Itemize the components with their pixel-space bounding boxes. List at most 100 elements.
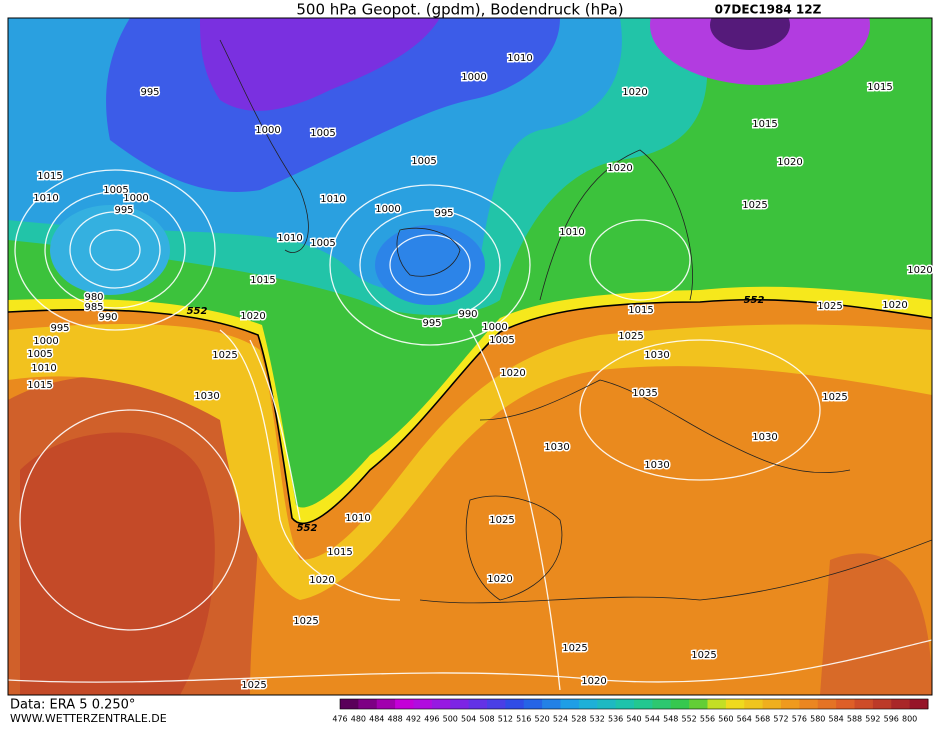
- colorbar-swatch: [854, 699, 874, 709]
- colorbar-label: 548: [663, 715, 678, 724]
- colorbar-swatch: [707, 699, 727, 709]
- colorbar-swatch: [817, 699, 837, 709]
- colorbar-label: 524: [553, 715, 568, 724]
- colorbar-swatch: [652, 699, 672, 709]
- isobar-label: 1015: [27, 380, 52, 391]
- colorbar-label: 528: [571, 715, 586, 724]
- isobar-label: 1015: [37, 171, 62, 182]
- colorbar-swatch: [523, 699, 543, 709]
- colorbar-swatch: [542, 699, 561, 709]
- coastline: [419, 539, 932, 604]
- field-yellow-orange: [8, 324, 932, 600]
- data-source: Data: ERA 5 0.250°: [10, 698, 135, 713]
- geopotential-label: 552: [187, 306, 208, 317]
- colorbar-label: 512: [498, 715, 513, 724]
- colorbar-label: 564: [737, 715, 752, 724]
- colorbar-swatch: [395, 699, 414, 709]
- coastline: [219, 39, 309, 253]
- colorbar-label: 484: [369, 715, 384, 724]
- geopotential-label: 552: [297, 523, 318, 534]
- isobar-label: 1010: [345, 513, 370, 524]
- colorbar-swatch: [340, 699, 359, 709]
- colorbar-swatch: [597, 699, 617, 709]
- isobar-label: 1020: [240, 311, 265, 322]
- isobar-label: 1015: [628, 305, 653, 316]
- isobar-label: 1005: [489, 335, 514, 346]
- isobar: [249, 339, 301, 521]
- coastline: [465, 495, 563, 601]
- field-darkred: [20, 432, 215, 695]
- isobar: [579, 339, 821, 481]
- isobar-label: 1030: [544, 442, 569, 453]
- field-red-east: [820, 553, 932, 695]
- isobar: [389, 234, 471, 296]
- isobar-label: 1020: [907, 265, 932, 276]
- colorbar-swatch: [560, 699, 580, 709]
- isobar: [69, 211, 161, 289]
- coastline: [539, 149, 693, 301]
- colorbar-swatch: [799, 699, 819, 709]
- isobar-label: 1035: [632, 388, 657, 399]
- colorbar-swatch: [781, 699, 800, 709]
- isobar-label: 985: [84, 302, 103, 313]
- colorbar-swatch: [468, 699, 488, 709]
- colorbar-swatch: [872, 699, 892, 709]
- isobar: [19, 409, 241, 631]
- colorbar-label: 544: [645, 715, 660, 724]
- isobar-label: 1010: [507, 53, 532, 64]
- isobar-label: 1030: [644, 350, 669, 361]
- isobar: [44, 191, 186, 309]
- colorbar-label: 476: [332, 715, 347, 724]
- isobar-label: 1010: [320, 194, 345, 205]
- colorbar-label: 580: [810, 715, 825, 724]
- isobar-label: 1025: [212, 350, 237, 361]
- isobar-label: 1025: [241, 680, 266, 691]
- isobar-label: 995: [422, 318, 441, 329]
- isobar-label: 1020: [500, 368, 525, 379]
- colorbar-swatch: [744, 699, 764, 709]
- isobar: [589, 219, 691, 301]
- contour-552: [8, 298, 932, 525]
- isobar-label: 980: [84, 292, 103, 303]
- isobar-label: 1005: [103, 185, 128, 196]
- isobars: [8, 169, 932, 691]
- isobar-label: 990: [98, 312, 117, 323]
- colorbar-label: 536: [608, 715, 623, 724]
- colorbar-label: 552: [681, 715, 696, 724]
- colorbar-swatch: [725, 699, 745, 709]
- isobar-label: 1000: [482, 322, 507, 333]
- isobar-label: 1020: [622, 87, 647, 98]
- colorbar-label: 500: [443, 715, 458, 724]
- isobar-label: 1030: [644, 460, 669, 471]
- isobar: [469, 329, 561, 691]
- isobar-label: 1025: [562, 643, 587, 654]
- isobar-label: 1030: [752, 432, 777, 443]
- colorbar-label: 568: [755, 715, 770, 724]
- colorbar-swatch: [689, 699, 708, 709]
- isobar-label: 1025: [489, 515, 514, 526]
- isobar-label: 1015: [752, 119, 777, 130]
- isobar-label: 995: [140, 87, 159, 98]
- colorbar-label: 540: [626, 715, 641, 724]
- colorbar-label: 516: [516, 715, 531, 724]
- colorbar-label: 532: [590, 715, 605, 724]
- isobar-label: 995: [434, 208, 453, 219]
- isobar-label: 1030: [194, 391, 219, 402]
- colorbar-swatch: [505, 699, 525, 709]
- isobar-label: 1005: [310, 238, 335, 249]
- colorbar-label: 596: [884, 715, 899, 724]
- colorbar-swatch: [836, 699, 855, 709]
- isobar-label: 1020: [309, 575, 334, 586]
- colorbar-label: 556: [700, 715, 715, 724]
- colorbar-frame: [339, 698, 929, 710]
- isobar-label: 1025: [822, 392, 847, 403]
- isobar: [89, 229, 141, 271]
- colorbar-swatch: [634, 699, 653, 709]
- isobar-label: 1025: [691, 650, 716, 661]
- colorbar-label: 572: [773, 715, 788, 724]
- isobar-label: 1025: [817, 301, 842, 312]
- isobar: [14, 169, 216, 331]
- isobar-label: 1010: [277, 233, 302, 244]
